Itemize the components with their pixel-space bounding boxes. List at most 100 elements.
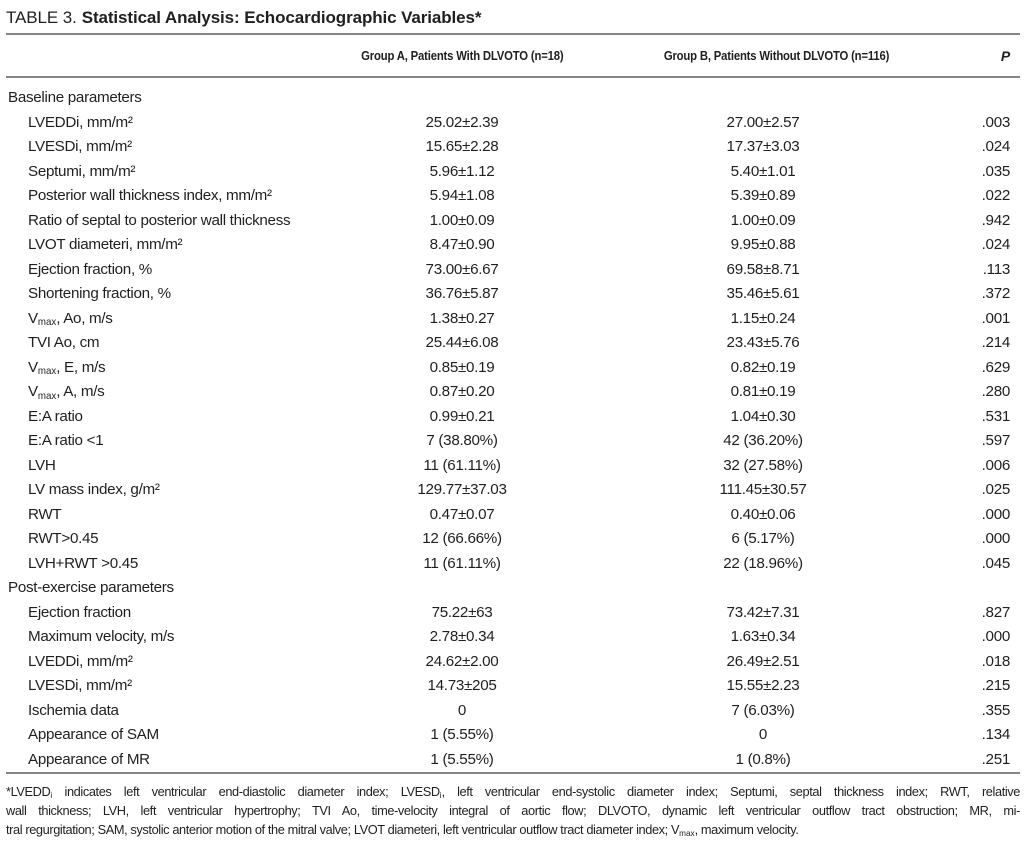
group-a-value: 25.02±2.39 xyxy=(425,113,499,131)
row-label: RWT xyxy=(28,505,62,523)
group-b-value: 7 (6.03%) xyxy=(731,701,795,719)
group-b-value: 69.58±8.71 xyxy=(726,260,800,278)
group-b-value: 0 xyxy=(758,726,768,743)
column-header-group-a: Group A, Patients With DLVOTO (n=18) xyxy=(336,33,588,78)
group-a-value: 8.47±0.90 xyxy=(429,236,495,253)
table-row: E:A ratio 0.99±0.21 1.04±0.30 .531 xyxy=(6,405,1020,430)
footnote-line: tral regurgitation; SAM, systolic anteri… xyxy=(6,822,799,839)
p-value: .045 xyxy=(981,554,1011,572)
group-b-value: 6 (5.17%) xyxy=(731,530,795,547)
p-value: .113 xyxy=(982,260,1011,278)
table-row: Maximum velocity, m/s 2.78±0.34 1.63±0.3… xyxy=(6,625,1020,650)
group-b-value: 23.43±5.76 xyxy=(726,334,800,351)
group-a-value: 14.73±205 xyxy=(427,677,497,694)
table-number: TABLE 3. xyxy=(6,8,77,27)
row-label: E:A ratio <1 xyxy=(28,432,104,449)
p-value: .001 xyxy=(981,309,1011,327)
group-b-value: 15.55±2.23 xyxy=(726,677,800,694)
row-label: LVESDi, mm/m² xyxy=(28,677,132,694)
p-value: .942 xyxy=(981,211,1011,229)
table-row: RWT 0.47±0.07 0.40±0.06 .000 xyxy=(6,503,1020,528)
row-label: LVOT diameteri, mm/m² xyxy=(28,236,183,253)
group-a-value: 1 (5.55%) xyxy=(430,726,494,743)
p-value: .531 xyxy=(981,407,1011,425)
table-row: LVH 11 (61.11%) 32 (27.58%) .006 xyxy=(6,454,1020,479)
row-label: Posterior wall thickness index, mm/m² xyxy=(28,187,272,204)
group-a-value: 24.62±2.00 xyxy=(425,652,499,670)
row-label: Vmax, Ao, m/s xyxy=(28,309,113,329)
group-a-value: 0.99±0.21 xyxy=(429,407,495,425)
table-row: Posterior wall thickness index, mm/m² 5.… xyxy=(6,184,1020,209)
row-label: Ischemia data xyxy=(28,701,119,719)
table-row: LVH+RWT >0.45 11 (61.11%) 22 (18.96%) .0… xyxy=(6,552,1020,577)
group-a-value: 12 (66.66%) xyxy=(422,530,502,547)
table-row: LVOT diameteri, mm/m² 8.47±0.90 9.95±0.8… xyxy=(6,233,1020,258)
table-row: LVEDDi, mm/m² 25.02±2.39 27.00±2.57 .003 xyxy=(6,111,1020,136)
p-value: .251 xyxy=(981,750,1011,768)
group-a-value: 0.87±0.20 xyxy=(429,383,495,400)
p-value: .000 xyxy=(981,505,1011,523)
table-row: Vmax, A, m/s 0.87±0.20 0.81±0.19 .280 xyxy=(6,380,1020,405)
group-b-value: 1.04±0.30 xyxy=(730,407,796,425)
group-a-value: 73.00±6.67 xyxy=(425,260,499,278)
statistics-table: Group A, Patients With DLVOTO (n=18) Gro… xyxy=(6,33,1020,774)
group-b-value: 26.49±2.51 xyxy=(726,652,800,670)
table-row: Ejection fraction 75.22±63 73.42±7.31 .8… xyxy=(6,601,1020,626)
group-a-value: 75.22±63 xyxy=(431,603,493,621)
table-footnote: *LVEDDi indicates left ventricular end-d… xyxy=(6,782,1020,839)
p-value: .214 xyxy=(981,334,1011,351)
column-header-empty xyxy=(6,33,336,78)
table-row: Appearance of MR 1 (5.55%) 1 (0.8%) .251 xyxy=(6,748,1020,774)
table-row: Appearance of SAM 1 (5.55%) 0 .134 xyxy=(6,723,1020,748)
group-b-value: 22 (18.96%) xyxy=(723,554,803,572)
group-a-value: 0.85±0.19 xyxy=(429,358,495,376)
p-value: .280 xyxy=(981,383,1011,400)
group-a-value: 1.38±0.27 xyxy=(429,309,495,327)
group-a-value: 1 (5.55%) xyxy=(430,750,494,768)
p-value: .215 xyxy=(981,677,1011,694)
row-label: LVEDDi, mm/m² xyxy=(28,113,133,131)
footnote-line: wall thickness; LVH, left ventricular hy… xyxy=(6,803,1020,818)
p-value: .024 xyxy=(981,138,1011,155)
table-row: Vmax, E, m/s 0.85±0.19 0.82±0.19 .629 xyxy=(6,356,1020,381)
row-label: Vmax, E, m/s xyxy=(28,358,106,378)
group-a-value: 129.77±37.03 xyxy=(417,481,507,498)
p-value: .035 xyxy=(981,162,1011,180)
table-row: LVESDi, mm/m² 14.73±205 15.55±2.23 .215 xyxy=(6,674,1020,699)
group-a-value: 11 (61.11%) xyxy=(423,456,501,474)
group-a-value: 5.94±1.08 xyxy=(429,187,495,204)
group-a-value: 11 (61.11%) xyxy=(423,554,501,572)
group-a-value: 25.44±6.08 xyxy=(425,334,499,351)
row-label: Septumi, mm/m² xyxy=(28,162,136,180)
group-b-value: 1 (0.8%) xyxy=(735,750,791,768)
group-a-value: 0.47±0.07 xyxy=(429,505,495,523)
p-value: .025 xyxy=(981,481,1011,498)
p-value: .134 xyxy=(981,726,1011,743)
row-label: Vmax, A, m/s xyxy=(28,383,105,402)
row-label: Appearance of MR xyxy=(28,750,150,768)
p-value: .003 xyxy=(981,113,1011,131)
table-row: LVESDi, mm/m² 15.65±2.28 17.37±3.03 .024 xyxy=(6,135,1020,160)
table-row: RWT>0.45 12 (66.66%) 6 (5.17%) .000 xyxy=(6,527,1020,552)
section-header: Baseline parameters xyxy=(8,89,142,106)
table-row: LVEDDi, mm/m² 24.62±2.00 26.49±2.51 .018 xyxy=(6,650,1020,675)
p-value: .629 xyxy=(981,358,1011,376)
row-label: RWT>0.45 xyxy=(28,530,99,547)
p-value: .827 xyxy=(981,603,1011,621)
table-row: Shortening fraction, % 36.76±5.87 35.46±… xyxy=(6,282,1020,307)
row-label: LVH xyxy=(28,456,56,474)
table-title: TABLE 3. Statistical Analysis: Echocardio… xyxy=(6,8,1020,28)
row-label: LV mass index, g/m² xyxy=(28,481,160,498)
group-b-value: 35.46±5.61 xyxy=(726,285,800,302)
p-value: .355 xyxy=(981,701,1011,719)
row-label: LVEDDi, mm/m² xyxy=(28,652,133,670)
row-label: Shortening fraction, % xyxy=(28,285,171,302)
table-title-text: Statistical Analysis: Echocardiographic … xyxy=(81,8,482,27)
section-row: Post-exercise parameters xyxy=(6,576,1020,601)
row-label: Ejection fraction xyxy=(28,603,131,621)
group-b-value: 27.00±2.57 xyxy=(726,113,800,131)
table-row: TVI Ao, cm 25.44±6.08 23.43±5.76 .214 xyxy=(6,331,1020,356)
row-label: LVH+RWT >0.45 xyxy=(28,554,139,572)
group-b-value: 0.81±0.19 xyxy=(730,383,796,400)
